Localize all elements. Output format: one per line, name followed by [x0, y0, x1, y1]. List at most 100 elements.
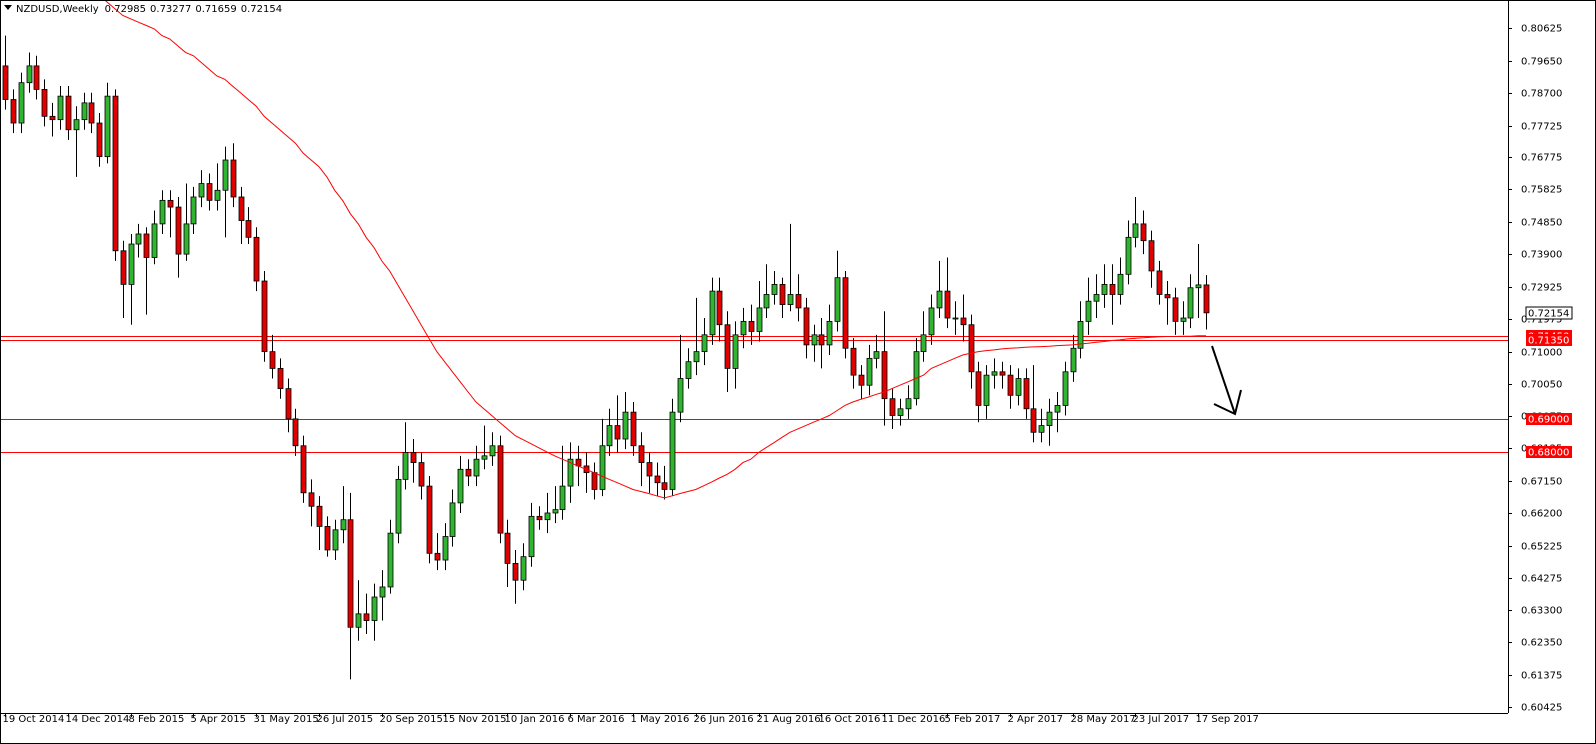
candle-body: [787, 294, 794, 305]
candle-body: [724, 324, 731, 369]
current-price-box: [1525, 306, 1573, 320]
candle-body: [866, 357, 873, 386]
x-tick-label: 14 Dec 2014: [66, 714, 130, 725]
y-tick-label: 0.78700: [1521, 89, 1562, 100]
candle-body: [316, 505, 323, 527]
candle-body: [465, 468, 472, 477]
level-label: 0.69000: [1528, 415, 1569, 426]
candle-body: [960, 317, 967, 326]
candle-body: [1054, 405, 1061, 413]
chart-header: NZDUSD,Weekly 0.72985 0.73277 0.71659 0.7215…: [16, 4, 282, 15]
candle-body: [536, 515, 543, 521]
sell-arrow: [1211, 345, 1242, 416]
x-tick-label: 8 Feb 2015: [129, 714, 185, 725]
candle-body: [167, 199, 174, 208]
candle-body: [512, 563, 519, 581]
candle-body: [920, 334, 927, 353]
candle-body: [1156, 270, 1163, 295]
candle-body: [175, 206, 182, 255]
plot-area: [0, 0, 1508, 680]
candle-body: [402, 452, 409, 480]
x-tick-label: 5 Feb 2017: [945, 714, 1001, 725]
candle-body: [1195, 284, 1202, 289]
candle-body: [300, 445, 307, 494]
candle-body: [1030, 408, 1037, 433]
y-tick-label: 0.74850: [1521, 218, 1562, 229]
candle-body: [889, 398, 896, 416]
y-tick-label: 0.79650: [1521, 57, 1562, 68]
candle-body: [999, 371, 1006, 376]
symbol-title: NZDUSD,Weekly: [16, 4, 99, 15]
candle-body: [567, 458, 574, 487]
candle-body: [646, 462, 653, 477]
y-tick-label: 0.65225: [1521, 542, 1562, 553]
candle-body: [881, 351, 888, 400]
x-tick-label: 26 Jun 2016: [694, 714, 754, 725]
candle-body: [1164, 294, 1171, 299]
candle-body: [324, 526, 331, 551]
y-tick-label: 0.62350: [1521, 638, 1562, 649]
candle-body: [1140, 223, 1147, 242]
x-tick-label: 1 May 2016: [631, 714, 690, 725]
y-tick-label: 0.61375: [1521, 671, 1562, 682]
candle-body: [661, 482, 668, 490]
candle-body: [818, 334, 825, 346]
candle-body: [285, 388, 292, 420]
candle-body: [552, 509, 559, 514]
level-label: 0.71350: [1528, 336, 1569, 347]
header-close: 0.72154: [241, 4, 282, 15]
candle-body: [614, 425, 621, 440]
header-open: 0.72985: [105, 4, 146, 15]
candle-body: [65, 95, 72, 131]
y-tick-label: 0.63300: [1521, 606, 1562, 617]
x-tick-label: 16 Oct 2016: [819, 714, 881, 725]
x-tick-label: 28 May 2017: [1071, 714, 1136, 725]
candle-body: [1062, 371, 1069, 406]
candle-body: [709, 290, 716, 336]
candle-body: [1046, 411, 1053, 426]
candle-body: [222, 159, 229, 191]
candle-body: [120, 250, 127, 285]
candle-body: [936, 290, 943, 309]
candle-body: [811, 334, 818, 346]
candle-body: [1132, 223, 1139, 238]
candle-body: [850, 347, 857, 376]
x-tick-label: 15 Nov 2015: [443, 714, 507, 725]
candle-body: [473, 458, 480, 477]
candle-body: [599, 445, 606, 490]
candle-body: [606, 425, 613, 447]
candle-body: [214, 189, 221, 201]
candle-body: [497, 445, 504, 534]
candle-body: [795, 294, 802, 309]
candle-body: [57, 95, 64, 121]
candle-body: [928, 307, 935, 336]
candle-body: [1125, 236, 1132, 275]
candle-body: [49, 115, 56, 121]
candle-body: [897, 408, 904, 416]
level-label: 0.68000: [1528, 448, 1569, 459]
x-tick-label: 31 May 2015: [254, 714, 319, 725]
candle-body: [449, 502, 456, 537]
candle-body: [190, 196, 197, 225]
candle-body: [763, 294, 770, 309]
candle-body: [968, 324, 975, 373]
candle-body: [779, 283, 786, 305]
candle-body: [410, 452, 417, 463]
candle-body: [434, 552, 441, 561]
candle-body: [1070, 347, 1077, 373]
candle-body: [669, 411, 676, 490]
x-tick-label: 17 Sep 2017: [1196, 714, 1259, 725]
x-tick-label: 23 Jul 2017: [1133, 714, 1190, 725]
candle-body: [340, 519, 347, 531]
y-tick-label: 0.66200: [1521, 509, 1562, 520]
candle-body: [308, 492, 315, 507]
y-tick-label: 0.73900: [1521, 250, 1562, 261]
candle-body: [347, 519, 354, 628]
candle-body: [1007, 374, 1014, 396]
candle-body: [1101, 283, 1108, 295]
candle-body: [159, 199, 166, 225]
candle-body: [701, 334, 708, 353]
candle-body: [1023, 378, 1030, 410]
candle-body: [1148, 240, 1155, 272]
